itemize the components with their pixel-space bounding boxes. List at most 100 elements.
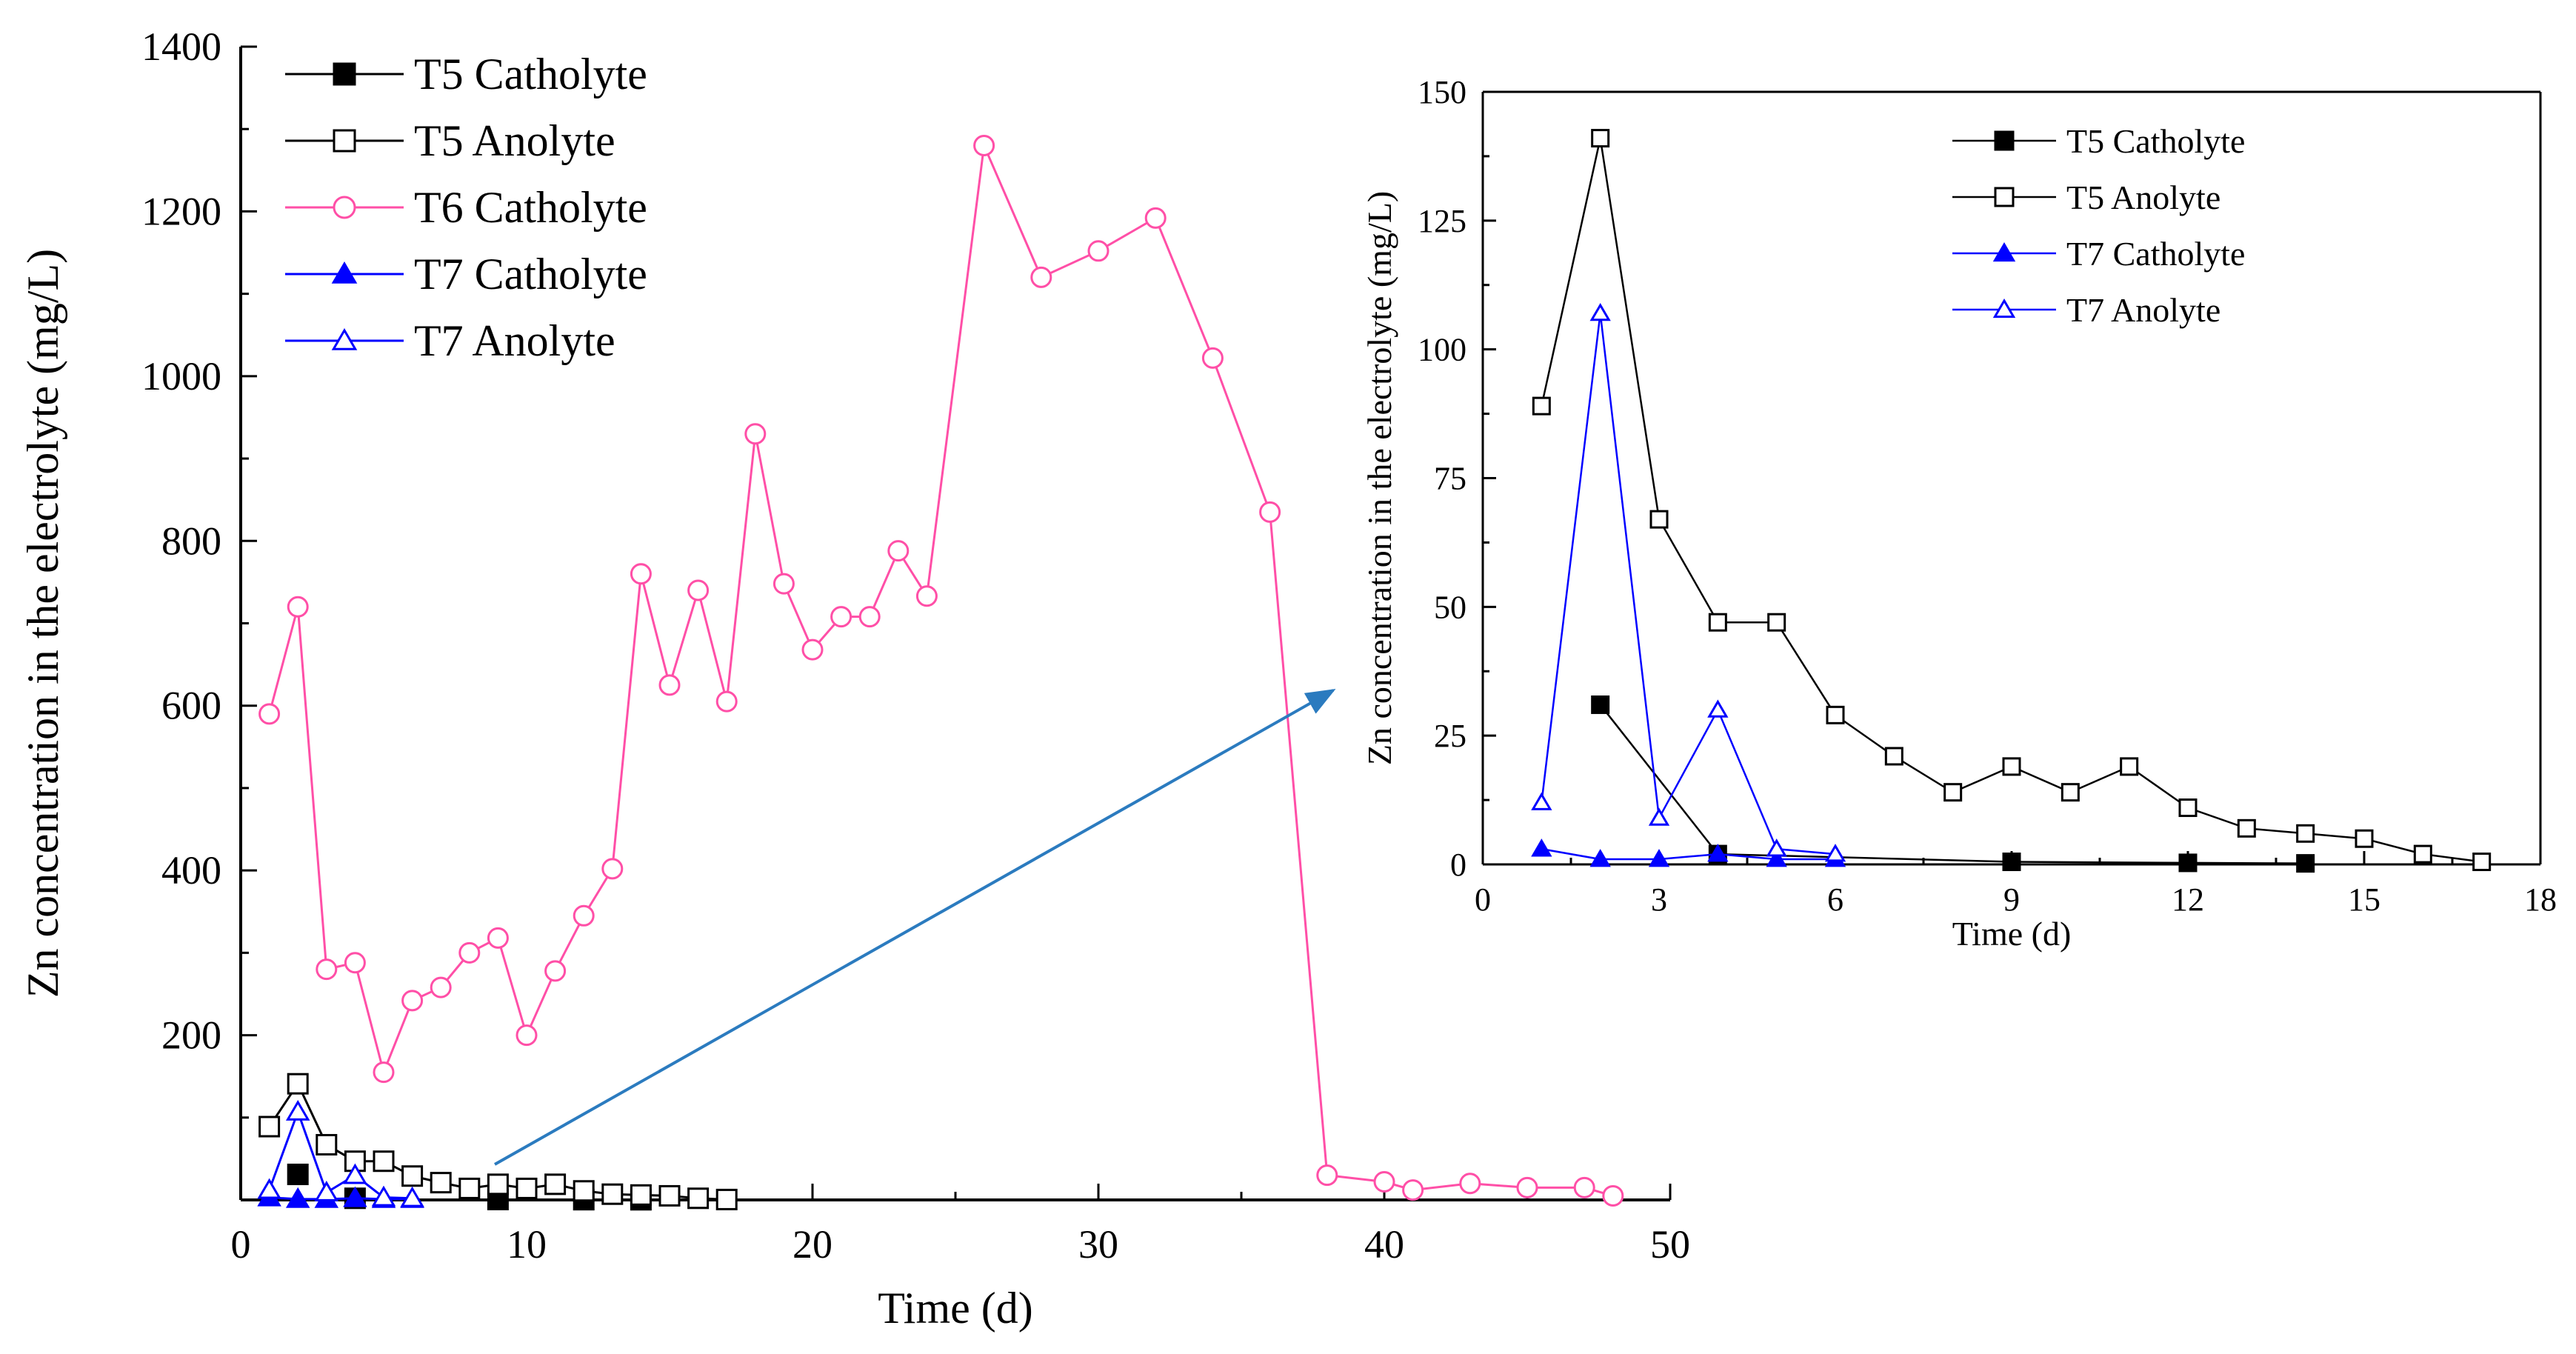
main-data-point xyxy=(773,573,795,595)
inset-legend-marker xyxy=(1994,130,2015,151)
main-data-point xyxy=(1573,1176,1595,1198)
inset-data-point xyxy=(1766,838,1787,857)
main-data-point xyxy=(1087,240,1110,262)
main-x-tick-label: 40 xyxy=(1364,1222,1404,1267)
inset-series-t5-catholyte xyxy=(1591,695,2315,873)
inset-data-point xyxy=(1767,613,1786,632)
main-data-point xyxy=(601,858,624,880)
inset-data-point xyxy=(1649,510,1669,529)
inset-series-t7-catholyte xyxy=(1531,838,1846,867)
main-data-point xyxy=(257,1178,281,1199)
main-series-t7-anolyte xyxy=(257,1100,424,1207)
inset-data-point xyxy=(1531,838,1552,857)
main-data-point xyxy=(658,1184,681,1207)
main-data-point xyxy=(1030,266,1052,288)
main-data-point xyxy=(1516,1176,1538,1198)
main-data-point xyxy=(401,990,424,1012)
main-y-axis-title: Zn concentration in the electrolyte (mg/… xyxy=(19,249,67,998)
main-legend-label: T7 Catholyte xyxy=(414,250,647,299)
main-data-point xyxy=(744,423,767,445)
main-x-tick-label: 20 xyxy=(793,1222,832,1267)
inset-y-tick-label: 75 xyxy=(1434,461,1466,497)
main-data-point xyxy=(830,606,852,628)
zoom-arrow xyxy=(494,689,1336,1166)
main-data-point xyxy=(630,563,652,585)
inset-legend-marker xyxy=(1992,299,2016,319)
inset-data-point xyxy=(2237,818,2256,838)
inset-x-tick-label: 3 xyxy=(1651,881,1667,918)
main-data-point xyxy=(858,606,881,628)
main-data-point xyxy=(1602,1184,1624,1207)
inset-x-tick-label: 9 xyxy=(2003,881,2020,918)
inset-x-tick-label: 0 xyxy=(1475,881,1491,918)
main-data-point xyxy=(285,1100,310,1121)
main-series-t5-anolyte xyxy=(258,1073,738,1210)
inset-y-tick-label: 50 xyxy=(1434,589,1466,625)
main-y-tick-label: 800 xyxy=(161,518,221,563)
main-data-point xyxy=(400,1186,424,1207)
main-data-point xyxy=(887,540,910,562)
main-data-point xyxy=(316,1133,338,1155)
inset-legend: T5 Catholyte T5 Anolyte T7 Catholyte T7 Ano… xyxy=(1952,122,2245,329)
inset-y-tick-label: 25 xyxy=(1434,718,1466,754)
inset-legend-label: T5 Anolyte xyxy=(2066,179,2220,216)
inset-legend-marker xyxy=(1992,242,2016,262)
inset-x-tick-label: 15 xyxy=(2348,881,2380,918)
inset-data-point xyxy=(1532,396,1551,416)
main-x-axis-title: Time (d) xyxy=(878,1284,1032,1333)
main-x-tick-label: 30 xyxy=(1078,1222,1118,1267)
inset-data-point xyxy=(2355,829,2374,848)
inset-y-tick-label: 0 xyxy=(1450,847,1466,883)
main-legend-marker xyxy=(333,129,356,153)
main-data-point xyxy=(458,941,481,964)
inset-data-point xyxy=(1589,849,1611,867)
main-data-point xyxy=(915,585,938,607)
main-data-point xyxy=(1373,1171,1395,1193)
main-data-point xyxy=(1201,347,1224,369)
inset-data-point xyxy=(2178,798,2198,818)
inset-data-point xyxy=(1708,613,1727,632)
main-x-tick-label: 0 xyxy=(231,1222,251,1267)
main-data-point xyxy=(487,927,509,949)
main-y-tick-label: 1400 xyxy=(141,24,221,69)
inset-x-axis-title: Time (d) xyxy=(1952,915,2072,953)
inset-y-tick-label: 100 xyxy=(1418,332,1466,368)
main-data-point xyxy=(430,976,452,998)
inset-data-point xyxy=(1589,303,1611,321)
main-data-point xyxy=(258,703,281,725)
inset-y-tick-label: 125 xyxy=(1418,203,1466,239)
main-data-point xyxy=(801,638,824,661)
main-data-point xyxy=(316,958,338,981)
inset-data-point xyxy=(1648,849,1670,867)
main-data-point xyxy=(544,960,567,982)
inset-y-axis-title: Zn concentration in the electrolyte (mg/… xyxy=(1361,191,1398,765)
main-data-point xyxy=(687,579,710,601)
main-legend-marker xyxy=(333,62,356,86)
inset-data-point xyxy=(2002,853,2021,872)
main-data-point xyxy=(1402,1179,1424,1201)
main-data-point xyxy=(344,952,366,974)
main-data-point xyxy=(1259,501,1281,523)
main-data-point xyxy=(1144,207,1167,229)
main-legend-marker xyxy=(331,261,358,284)
inset-data-point xyxy=(1591,129,1610,148)
main-data-point xyxy=(573,904,595,927)
inset-legend-marker xyxy=(1994,187,2015,207)
main-data-point xyxy=(343,1186,367,1207)
main-data-point xyxy=(573,1180,595,1202)
main-data-point xyxy=(401,1165,424,1187)
inset-data-point xyxy=(1884,747,1903,766)
main-legend-label: T5 Anolyte xyxy=(414,116,615,165)
main-data-point xyxy=(515,1024,538,1047)
main-data-point xyxy=(287,1073,309,1095)
inset-data-point xyxy=(1531,792,1552,810)
main-data-point xyxy=(630,1184,652,1206)
main-series-line xyxy=(268,141,1614,1197)
main-data-point xyxy=(715,690,738,713)
main-x-tick-label: 50 xyxy=(1650,1222,1690,1267)
main-data-point xyxy=(373,1061,395,1084)
main-data-point xyxy=(373,1150,395,1173)
main-y-tick-label: 1200 xyxy=(141,189,221,233)
main-data-point xyxy=(658,674,681,696)
